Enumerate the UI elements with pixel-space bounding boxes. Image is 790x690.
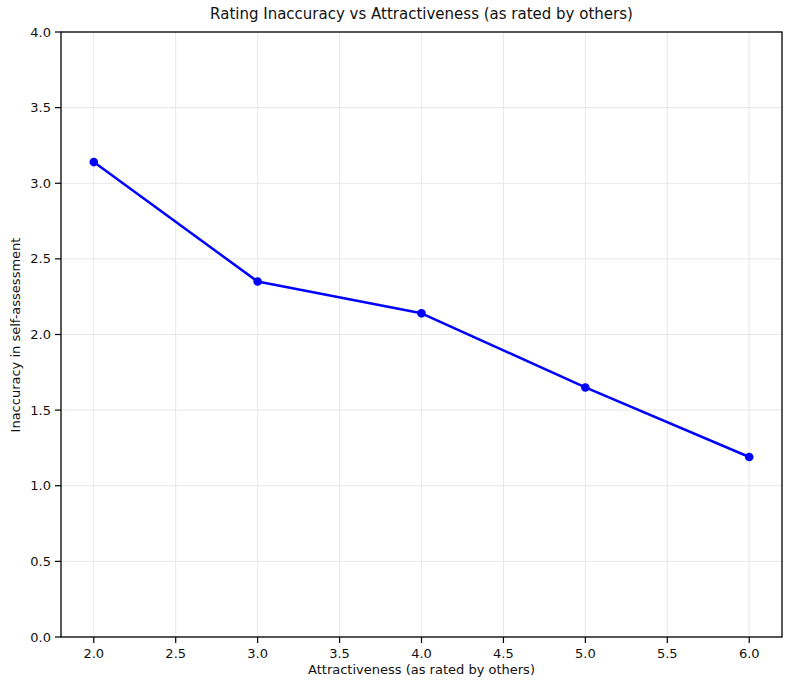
figure: Rating Inaccuracy vs Attractiveness (as … bbox=[0, 0, 790, 690]
x-tick-label: 6.0 bbox=[739, 646, 760, 661]
y-tick-label: 1.5 bbox=[30, 403, 51, 418]
data-point bbox=[581, 383, 590, 392]
x-tick-label: 5.0 bbox=[575, 646, 596, 661]
data-point bbox=[89, 158, 98, 167]
x-tick-label: 2.5 bbox=[165, 646, 186, 661]
y-tick-label: 2.5 bbox=[30, 251, 51, 266]
line-chart: 2.0 2.5 3.0 3.5 4.0 4.5 5.0 5.5 6.0 0.0 0.5 1.0 1.5 2… bbox=[0, 0, 790, 690]
x-tick-label: 3.0 bbox=[247, 646, 268, 661]
data-point bbox=[253, 277, 262, 286]
x-tick-label: 4.0 bbox=[411, 646, 432, 661]
x-tick-label: 2.0 bbox=[83, 646, 104, 661]
y-tick-label: 3.0 bbox=[30, 176, 51, 191]
x-tick-label: 5.5 bbox=[657, 646, 678, 661]
y-tick-label: 0.5 bbox=[30, 554, 51, 569]
y-tick-label: 3.5 bbox=[30, 100, 51, 115]
x-tick-label: 3.5 bbox=[329, 646, 350, 661]
x-tick-label: 4.5 bbox=[493, 646, 514, 661]
data-point bbox=[417, 309, 426, 318]
y-tick-label: 1.0 bbox=[30, 478, 51, 493]
data-point bbox=[745, 453, 754, 462]
y-tick-label: 0.0 bbox=[30, 630, 51, 645]
y-tick-label: 2.0 bbox=[30, 327, 51, 342]
y-tick-label: 4.0 bbox=[30, 25, 51, 40]
